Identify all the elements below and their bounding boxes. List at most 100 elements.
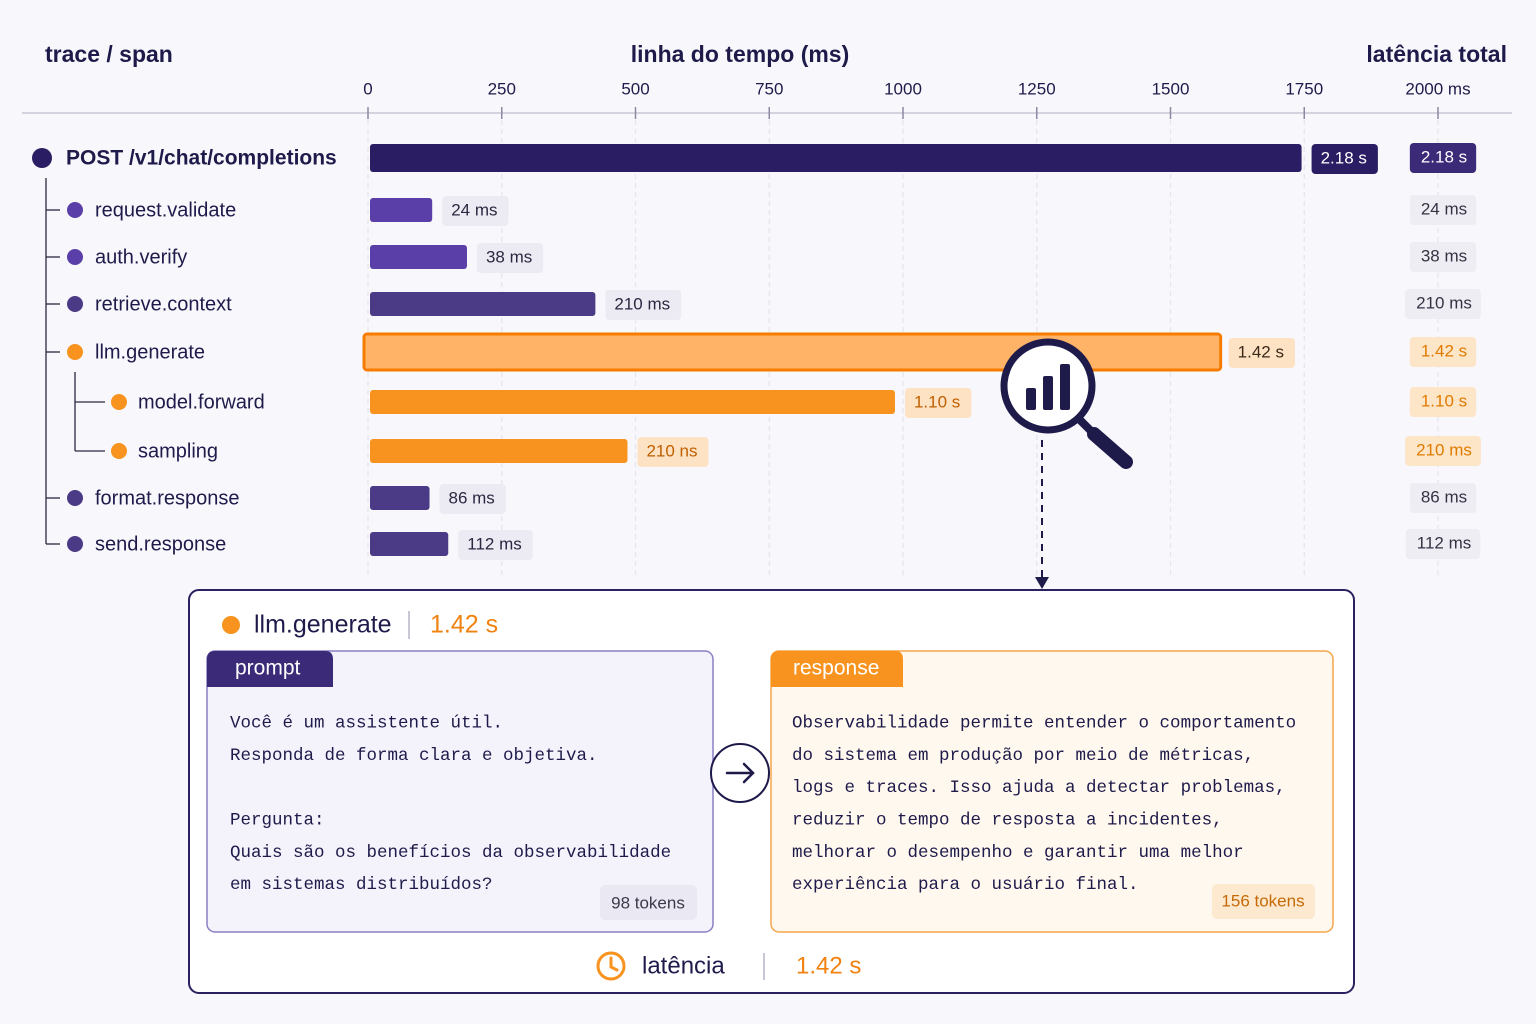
detail-duration: 1.42 s [430, 611, 498, 639]
total-label-box [1405, 436, 1481, 466]
footer-value: 1.42 s [796, 952, 861, 979]
total-label-box [1409, 483, 1477, 513]
total-label-box [1405, 289, 1481, 319]
span-dot [67, 202, 83, 218]
duration-label: 1.10 s [914, 392, 960, 411]
text-line: experiência para o usuário final. [792, 875, 1139, 895]
duration-label-box [1228, 338, 1295, 368]
duration-label-box [442, 196, 509, 226]
span-name: send.response [95, 533, 226, 555]
duration-label: 210 ns [646, 441, 697, 460]
x-tick-label: 1500 [1152, 79, 1190, 98]
span-rows: POST /v1/chat/completions 2.18 s 2.18 s req… [32, 143, 1481, 560]
duration-label-box [439, 484, 506, 514]
span-name: auth.verify [95, 246, 187, 268]
magnifier-icon [1000, 338, 1133, 469]
duration-label: 1.42 s [1238, 342, 1284, 361]
total-label-box [1409, 387, 1477, 417]
duration-label: 24 ms [451, 200, 497, 219]
span-name: retrieve.context [95, 293, 232, 315]
footer-label: latência [642, 952, 725, 979]
span-bar [370, 245, 467, 269]
total-label: 38 ms [1421, 246, 1467, 265]
duration-label-box [904, 388, 972, 418]
prompt-tab [207, 651, 333, 687]
response-box [770, 650, 1334, 933]
prompt-text: Você é um assistente útil. Responda de fo… [230, 714, 671, 896]
text-line: do sistema em produção por meio de métri… [792, 746, 1254, 766]
duration-label-box [637, 437, 709, 467]
timeline-title: linha do tempo (ms) [631, 41, 850, 67]
span-dot [67, 344, 83, 360]
duration-label-box [1311, 144, 1378, 174]
text-line: Observabilidade permite entender o compo… [792, 714, 1296, 734]
text-line: melhorar o desempenho e garantir uma mel… [792, 843, 1244, 863]
span-name: llm.generate [95, 341, 205, 363]
span-dot [67, 296, 83, 312]
total-label: 1.42 s [1421, 341, 1467, 360]
x-tick-label: 750 [755, 79, 783, 98]
total-label: 86 ms [1421, 487, 1467, 506]
span-dot [67, 490, 83, 506]
text-line: Pergunta: [230, 811, 325, 831]
text-line: Responda de forma clara e objetiva. [230, 746, 598, 766]
span-bar [370, 439, 628, 463]
span-name: request.validate [95, 199, 236, 221]
prompt-label: prompt [235, 657, 301, 680]
text-line: Quais são os benefícios da observabilida… [230, 843, 671, 863]
duration-label: 2.18 s [1321, 148, 1367, 167]
text-line: em sistemas distribuídos? [230, 875, 493, 895]
total-label: 210 ms [1416, 440, 1472, 459]
span-name: POST /v1/chat/completions [66, 147, 337, 170]
total-label: 24 ms [1421, 199, 1467, 218]
text-line: Você é um assistente útil. [230, 714, 503, 734]
duration-label: 38 ms [486, 247, 532, 266]
x-tick-label: 1750 [1285, 79, 1323, 98]
total-label-box [1409, 143, 1477, 173]
detail-dot [222, 616, 240, 634]
duration-label: 210 ms [614, 294, 670, 313]
x-tick-label: 1250 [1018, 79, 1056, 98]
token-badge [600, 885, 697, 920]
total-label: 112 ms [1417, 533, 1472, 552]
span-bar [370, 198, 433, 222]
arrow-icon [725, 762, 755, 784]
clock-icon [596, 951, 626, 981]
span-name: format.response [95, 487, 240, 509]
duration-label-box [605, 290, 682, 320]
x-tick-label: 1000 [884, 79, 922, 98]
span-dot [67, 249, 83, 265]
span-dot [111, 443, 127, 459]
duration-label-box [458, 530, 533, 560]
response-tokens: 156 tokens [1221, 891, 1304, 910]
total-label-box [1409, 195, 1477, 225]
x-tick-label: 250 [488, 79, 516, 98]
response-tab [771, 651, 903, 687]
prompt-tokens: 98 tokens [611, 893, 685, 912]
total-label-box [1409, 242, 1477, 272]
total-column-title: latência total [1366, 41, 1507, 67]
span-dot [32, 148, 52, 168]
duration-label: 86 ms [449, 488, 495, 507]
response-text: Observabilidade permite entender o compo… [792, 714, 1296, 896]
x-tick-label: 0 [363, 79, 372, 98]
text-line: logs e traces. Isso ajuda a detectar pro… [792, 778, 1286, 798]
total-label: 210 ms [1416, 293, 1472, 312]
total-label: 2.18 s [1421, 147, 1467, 166]
span-name: model.forward [138, 391, 265, 413]
span-bar [362, 332, 1223, 372]
total-label-box [1405, 529, 1481, 559]
span-column-title: trace / span [45, 41, 173, 67]
span-bar [370, 390, 895, 414]
response-label: response [793, 657, 879, 680]
span-bar [370, 486, 430, 510]
span-dot [67, 536, 83, 552]
prompt-box [206, 650, 714, 933]
text-line: reduzir o tempo de resposta a incidentes… [792, 811, 1223, 831]
span-name: sampling [138, 440, 218, 462]
span-bar [370, 532, 449, 556]
span-bar [370, 144, 1302, 172]
x-tick-label: 2000 ms [1405, 79, 1470, 98]
